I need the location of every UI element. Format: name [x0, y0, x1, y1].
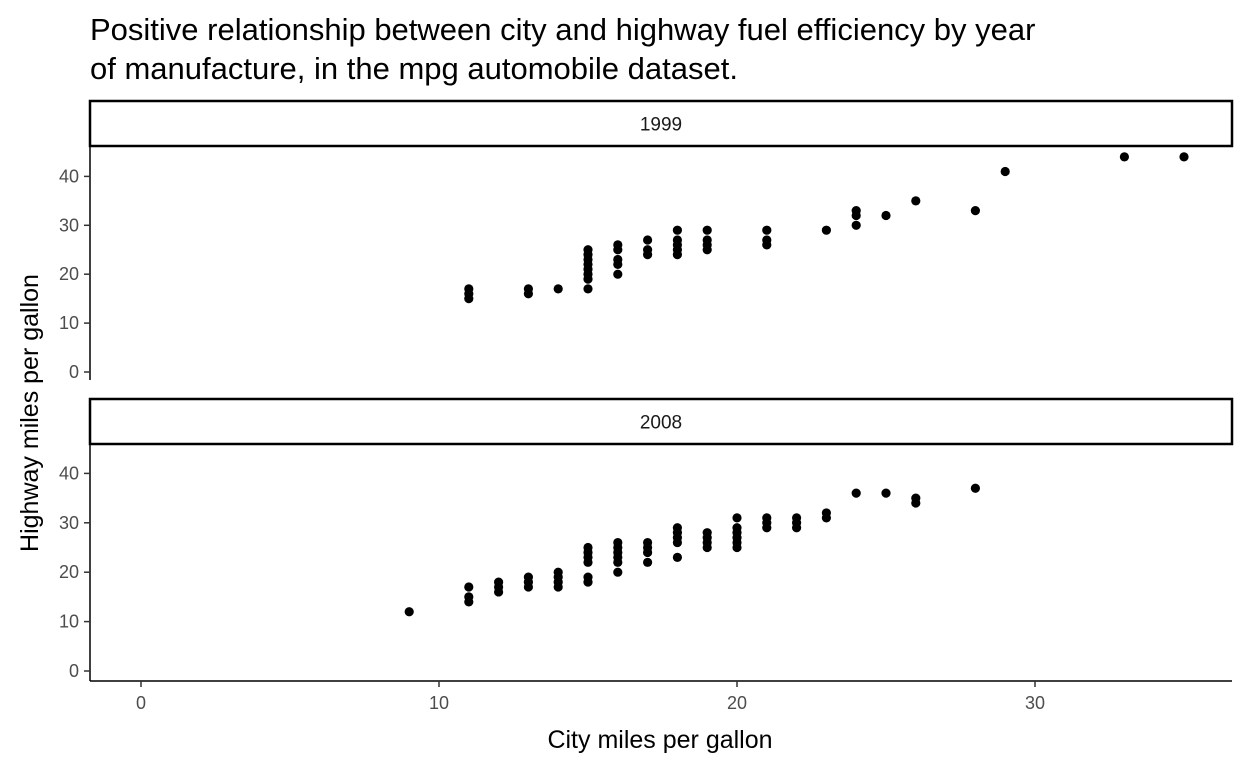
facet-label-2: 2008: [640, 413, 682, 434]
data-point-2-10: [523, 572, 534, 582]
data-point-1-3: [464, 284, 474, 294]
y-tick-label-2-0: 0: [69, 661, 79, 681]
y-tick-label-1-10: 10: [59, 313, 79, 333]
facet-strip-1: [88, 99, 1234, 148]
data-point-2-45: [732, 513, 742, 523]
x-tick-label-10: 10: [429, 693, 449, 713]
data-point-2-14: [553, 567, 563, 577]
data-point-1-19: [613, 240, 623, 250]
y-axis-title: Highway miles per gallon: [16, 274, 44, 552]
y-tick-label-1-20: 20: [59, 264, 79, 284]
data-point-2-58: [970, 483, 981, 493]
x-tick-label-30: 30: [1025, 693, 1045, 713]
y-tick-label-2-40: 40: [59, 463, 79, 483]
data-point-1-42: [1000, 166, 1010, 177]
data-point-1-21: [643, 245, 653, 255]
data-point-2-48: [762, 513, 772, 523]
chart-title-line-2: of manufacture, in the mpg automobile da…: [90, 51, 738, 86]
data-point-1-36: [851, 220, 861, 230]
data-point-1-41: [970, 206, 981, 216]
facet-label-1: 1999: [640, 115, 682, 136]
data-point-1-38: [851, 206, 861, 216]
data-point-2-44: [732, 523, 742, 533]
data-point-1-34: [762, 225, 772, 235]
data-point-1-35: [821, 225, 832, 235]
data-point-1-7: [583, 284, 593, 294]
data-point-2-53: [821, 508, 832, 518]
data-point-1-40: [911, 196, 921, 206]
data-point-1-44: [1179, 152, 1189, 162]
data-point-1-26: [672, 235, 683, 245]
data-point-1-22: [643, 235, 653, 245]
data-point-1-27: [672, 225, 683, 235]
data-point-2-4: [464, 582, 474, 592]
y-tick-label-1-30: 30: [59, 215, 79, 235]
data-point-2-16: [583, 572, 593, 582]
data-point-2-57: [911, 493, 921, 503]
chart-title-line-1: Positive relationship between city and h…: [90, 12, 1036, 47]
y-tick-label-2-10: 10: [59, 612, 79, 632]
x-axis-title: City miles per gallon: [547, 726, 772, 754]
data-point-1-43: [1119, 152, 1129, 162]
data-point-2-1: [404, 607, 414, 617]
x-tick-label-20: 20: [727, 693, 747, 713]
y-tick-label-2-30: 30: [59, 513, 79, 533]
y-tick-label-1-0: 0: [69, 362, 79, 382]
data-point-1-14: [583, 245, 593, 255]
data-point-2-39: [702, 528, 712, 538]
data-point-2-3: [464, 592, 474, 602]
data-point-2-27: [643, 557, 653, 567]
data-point-1-5: [523, 284, 534, 294]
data-point-2-31: [672, 552, 683, 562]
data-point-1-33: [762, 235, 772, 245]
data-point-2-20: [583, 542, 593, 553]
data-point-1-15: [613, 269, 623, 279]
data-point-2-21: [613, 567, 623, 577]
data-point-1-39: [881, 210, 891, 221]
data-point-2-51: [792, 513, 802, 523]
data-point-2-54: [851, 488, 861, 498]
data-point-2-7: [494, 577, 504, 587]
y-tick-label-1-40: 40: [59, 166, 79, 186]
data-point-1-17: [613, 254, 623, 265]
data-point-1-6: [553, 284, 563, 294]
data-point-1-31: [702, 225, 712, 235]
data-point-2-26: [613, 537, 623, 548]
facet-strip-2: [88, 397, 1234, 446]
y-tick-label-2-20: 20: [59, 562, 79, 582]
data-point-1-30: [702, 235, 712, 245]
data-point-2-35: [672, 523, 683, 533]
data-point-2-30: [643, 537, 653, 548]
data-point-2-55: [881, 488, 891, 498]
x-tick-label-0: 0: [136, 693, 146, 713]
